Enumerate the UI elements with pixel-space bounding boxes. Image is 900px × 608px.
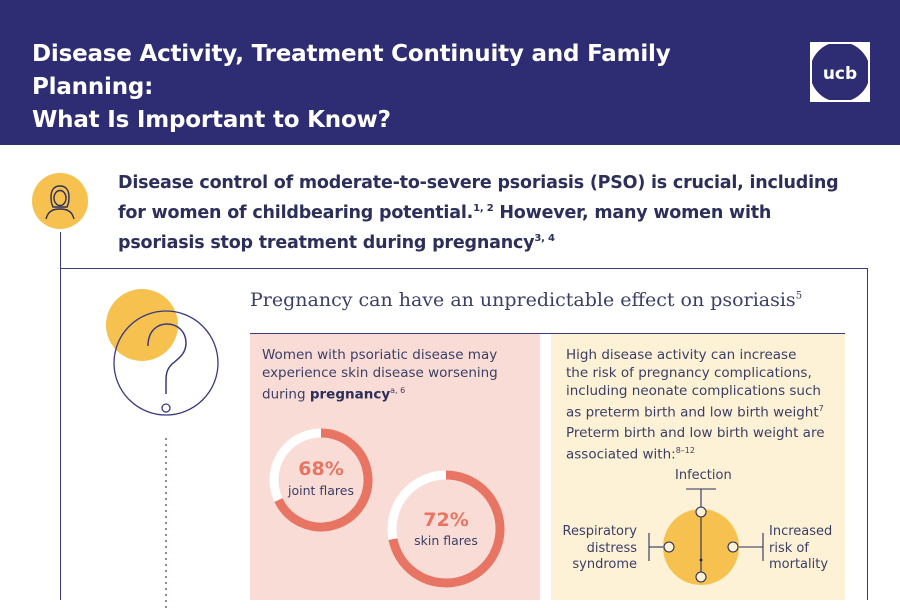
page-title-line-2: What Is Important to Know? — [32, 107, 391, 133]
page-title-line-1: Disease Activity, Treatment Continuity a… — [32, 41, 671, 100]
skin-flares-value: 72% — [423, 509, 469, 531]
respiratory-line-1: Respiratory — [562, 524, 637, 539]
respiratory-line-2: distress — [586, 540, 637, 556]
flares-line-3: during — [262, 386, 310, 403]
joint-flares-label: joint flares — [288, 483, 354, 498]
complications-line-4: as preterm birth and low birth weight — [566, 404, 819, 421]
intro-line-1: Disease control of moderate-to-severe ps… — [118, 173, 839, 193]
complication-mortality: Increased risk of mortality — [769, 524, 839, 574]
complications-line-2: the risk of pregnancy complications, — [566, 365, 812, 381]
complication-infection: Infection — [675, 468, 732, 483]
frame-line-right — [867, 268, 868, 600]
mortality-line-3: mortality — [769, 557, 829, 572]
section-divider — [250, 333, 845, 334]
flares-line-1: Women with psoriatic disease may — [262, 347, 498, 363]
complications-line-3: including neonate complications such — [566, 383, 821, 399]
mortality-line-2: risk of — [769, 540, 809, 556]
flares-ref: a, 6 — [390, 386, 406, 395]
joint-flares-value: 68% — [298, 458, 344, 480]
complications-line-1: High disease activity can increase — [566, 347, 797, 363]
complications-diagram — [648, 488, 764, 585]
section-title-ref: 5 — [795, 290, 803, 302]
intro-line-2b: However, many women with — [493, 202, 772, 223]
flares-description: Women with psoriatic disease may experie… — [262, 346, 532, 404]
flare-rings — [269, 428, 505, 588]
intro-line-3: psoriasis stop treatment during pregnanc… — [118, 232, 535, 253]
associations-line-2: associated with: — [566, 446, 676, 463]
intro-line-2a: for women of childbearing potential. — [118, 202, 474, 223]
complication-respiratory: Respiratory distress syndrome — [560, 524, 637, 574]
flares-keyword: pregnancy — [309, 386, 391, 403]
mortality-line-1: Increased — [769, 524, 833, 539]
section-title-text: Pregnancy can have an unpredictable effe… — [250, 289, 796, 311]
header-banner: Disease Activity, Treatment Continuity a… — [0, 0, 900, 145]
frame-line-top — [60, 268, 868, 269]
woman-avatar-icon — [32, 173, 88, 229]
skin-flares-label: skin flares — [414, 533, 478, 548]
associations-line-1: Preterm birth and low birth weight are — [566, 425, 825, 441]
ucb-logo: ucb — [810, 42, 870, 102]
complications-ref-1: 7 — [818, 404, 824, 413]
joint-flares-ring-arc — [274, 428, 373, 532]
question-mark-icon — [106, 289, 219, 608]
flares-line-2: experience skin disease worsening — [262, 365, 498, 381]
page-title: Disease Activity, Treatment Continuity a… — [32, 38, 792, 137]
skin-flares-ring-arc — [388, 470, 505, 588]
complications-description: High disease activity can increase the r… — [566, 346, 838, 422]
logo-text: ucb — [823, 64, 857, 84]
intro-statement: Disease control of moderate-to-severe ps… — [118, 170, 878, 256]
section-title: Pregnancy can have an unpredictable effe… — [250, 289, 850, 311]
intro-ref-1: 1, 2 — [473, 203, 494, 214]
associations-ref: 8–12 — [675, 446, 695, 455]
respiratory-line-3: syndrome — [572, 557, 637, 572]
associations-description: Preterm birth and low birth weight are a… — [566, 424, 838, 464]
intro-ref-2: 3, 4 — [534, 232, 555, 244]
frame-line-left — [60, 232, 61, 600]
